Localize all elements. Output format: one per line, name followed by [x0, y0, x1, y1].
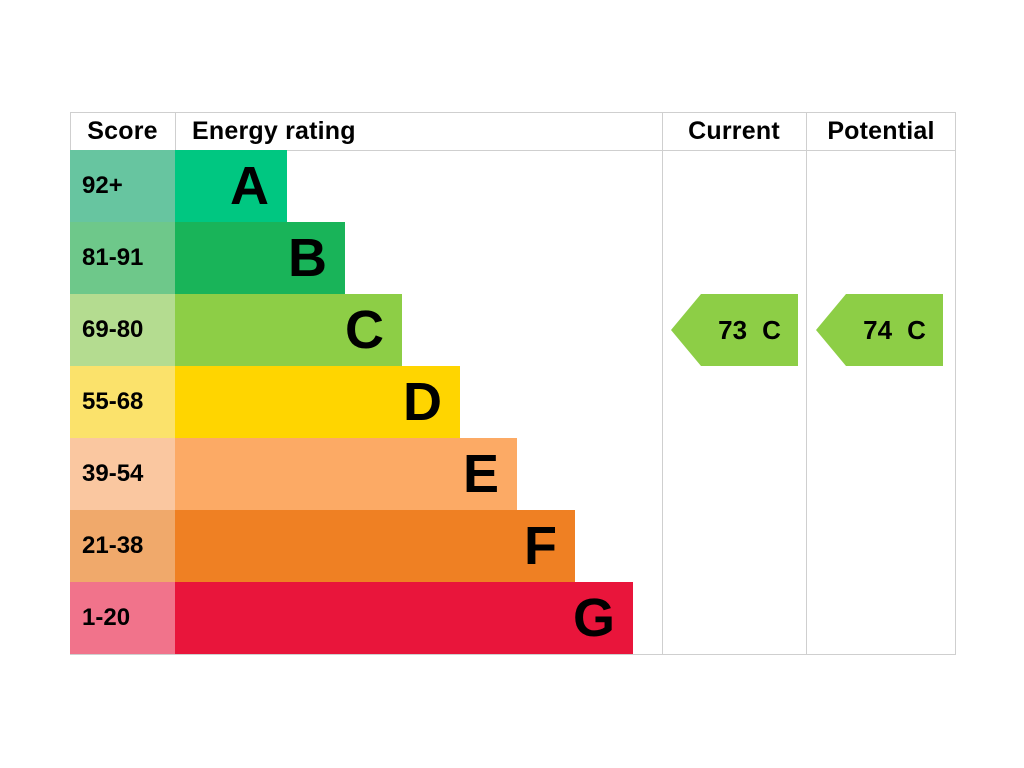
score-cell-c: 69-80 [70, 294, 175, 366]
potential-rating-arrow: 74 C [816, 294, 943, 366]
header-bottom-border [70, 150, 956, 151]
current-rating-letter: C [762, 314, 781, 345]
score-cell-g: 1-20 [70, 582, 175, 654]
header-left-border [70, 112, 71, 150]
band-bar-f: F [175, 510, 575, 582]
band-bar-b: B [175, 222, 345, 294]
potential-column-left-border [806, 112, 807, 654]
band-bar-g: G [175, 582, 633, 654]
score-cell-a: 92+ [70, 150, 175, 222]
score-column-divider [175, 112, 176, 150]
band-row-e: 39-54 E [70, 438, 956, 510]
current-rating-value: 73 [718, 314, 748, 345]
band-row-d: 55-68 D [70, 366, 956, 438]
header-score: Score [87, 116, 158, 145]
score-cell-b: 81-91 [70, 222, 175, 294]
potential-rating-letter: C [907, 314, 926, 345]
band-row-f: 21-38 F [70, 510, 956, 582]
current-rating-arrow: 73 C [671, 294, 798, 366]
band-bar-e: E [175, 438, 517, 510]
band-row-a: 92+ A [70, 150, 956, 222]
band-bar-d: D [175, 366, 460, 438]
band-row-b: 81-91 B [70, 222, 956, 294]
potential-rating-value: 74 [863, 314, 893, 345]
score-cell-f: 21-38 [70, 510, 175, 582]
table-top-border [70, 112, 956, 113]
band-row-g: 1-20 G [70, 582, 956, 654]
epc-rating-chart: Score Energy rating Current Potential 92… [70, 112, 956, 655]
score-cell-d: 55-68 [70, 366, 175, 438]
band-bar-c: C [175, 294, 402, 366]
score-cell-e: 39-54 [70, 438, 175, 510]
band-bar-a: A [175, 150, 287, 222]
header-current: Current [688, 116, 780, 145]
header-potential: Potential [827, 116, 935, 145]
current-column-left-border [662, 112, 663, 654]
table-right-border [955, 112, 956, 654]
header-energy-rating: Energy rating [192, 116, 356, 145]
band-row-c: 69-80 C [70, 294, 956, 366]
table-bottom-border [70, 654, 956, 655]
